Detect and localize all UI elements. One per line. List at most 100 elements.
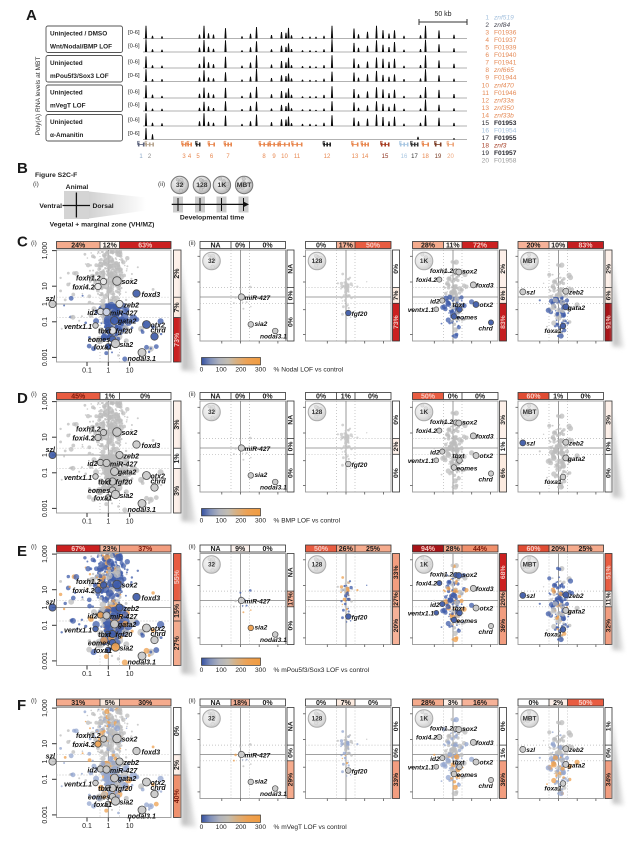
svg-text:0: 0 xyxy=(200,518,204,525)
svg-text:3%: 3% xyxy=(605,415,612,425)
svg-text:szl: szl xyxy=(46,600,56,607)
svg-text:sia2: sia2 xyxy=(255,321,268,328)
svg-text:zeb2: zeb2 xyxy=(568,289,584,296)
svg-text:foxi4.2: foxi4.2 xyxy=(416,735,437,742)
svg-text:2%: 2% xyxy=(393,442,400,452)
svg-text:[0-6]: [0-6] xyxy=(128,60,140,66)
svg-text:11: 11 xyxy=(294,154,301,160)
svg-text:eomes: eomes xyxy=(88,488,110,495)
svg-text:10: 10 xyxy=(42,282,49,290)
svg-text:32: 32 xyxy=(208,258,216,265)
svg-text:1: 1 xyxy=(42,453,49,457)
svg-text:10: 10 xyxy=(42,586,49,594)
svg-text:foxa1: foxa1 xyxy=(544,479,562,486)
svg-text:3: 3 xyxy=(182,154,186,160)
svg-text:foxi4.2: foxi4.2 xyxy=(72,742,94,749)
svg-text:16: 16 xyxy=(482,127,490,134)
svg-text:NA: NA xyxy=(287,721,294,731)
svg-text:nodal3.1: nodal3.1 xyxy=(128,814,157,821)
svg-text:37%: 37% xyxy=(138,546,153,553)
svg-text:tbxt: tbxt xyxy=(98,329,112,336)
svg-text:27%: 27% xyxy=(174,635,181,650)
svg-text:fgf20: fgf20 xyxy=(352,769,368,776)
svg-text:1K: 1K xyxy=(218,182,227,189)
svg-text:tbxt: tbxt xyxy=(452,759,465,766)
svg-text:F01941: F01941 xyxy=(494,60,517,67)
svg-text:gata2: gata2 xyxy=(117,319,136,326)
svg-text:1%: 1% xyxy=(105,393,116,400)
svg-text:nodal3.1: nodal3.1 xyxy=(260,637,287,644)
svg-text:40%: 40% xyxy=(174,788,181,803)
svg-text:gata2: gata2 xyxy=(567,305,586,312)
svg-text:foxd3: foxd3 xyxy=(142,443,161,450)
svg-text:5%: 5% xyxy=(105,700,116,707)
svg-text:id2: id2 xyxy=(430,298,440,305)
svg-text:0%: 0% xyxy=(140,393,151,400)
svg-text:16: 16 xyxy=(401,154,408,160)
svg-text:28%: 28% xyxy=(421,700,436,707)
svg-text:fgf20: fgf20 xyxy=(352,462,368,469)
svg-text:28%: 28% xyxy=(421,242,436,249)
svg-text:7: 7 xyxy=(226,154,230,160)
svg-text:36%: 36% xyxy=(500,619,507,633)
svg-text:12%: 12% xyxy=(103,242,118,249)
svg-text:foxh1.2: foxh1.2 xyxy=(76,733,101,740)
svg-text:nodal3.1: nodal3.1 xyxy=(260,334,287,341)
svg-text:Uninjected: Uninjected xyxy=(50,89,83,96)
svg-text:zeb2: zeb2 xyxy=(123,454,140,461)
svg-text:24%: 24% xyxy=(71,242,86,249)
svg-text:17%: 17% xyxy=(339,242,354,249)
svg-text:0.1: 0.1 xyxy=(82,671,92,678)
svg-text:nodal3.1: nodal3.1 xyxy=(128,660,157,667)
svg-text:128: 128 xyxy=(312,258,323,265)
svg-text:ventx1.1: ventx1.1 xyxy=(64,324,92,331)
svg-text:0%: 0% xyxy=(262,393,273,400)
svg-text:2%: 2% xyxy=(553,700,564,707)
svg-text:0.001: 0.001 xyxy=(42,652,49,670)
svg-text:0.1: 0.1 xyxy=(42,774,49,784)
svg-text:zeb2: zeb2 xyxy=(123,760,140,767)
svg-text:ventx1.1: ventx1.1 xyxy=(64,475,92,482)
svg-text:(i): (i) xyxy=(31,240,37,247)
svg-text:10: 10 xyxy=(126,519,134,526)
svg-text:nodal3.1: nodal3.1 xyxy=(128,356,157,363)
svg-text:1%: 1% xyxy=(553,393,564,400)
svg-text:MBT: MBT xyxy=(237,182,253,189)
svg-text:gata2: gata2 xyxy=(117,622,136,629)
svg-text:1,000: 1,000 xyxy=(42,545,49,563)
svg-text:otx2: otx2 xyxy=(480,759,494,766)
svg-text:50%: 50% xyxy=(578,700,593,707)
svg-text:(i): (i) xyxy=(31,544,37,551)
svg-text:11: 11 xyxy=(482,90,489,97)
svg-text:0%: 0% xyxy=(287,748,294,758)
svg-text:eomes: eomes xyxy=(88,795,110,802)
svg-text:id2: id2 xyxy=(87,310,97,317)
svg-text:chrd: chrd xyxy=(479,783,494,790)
svg-text:otx2: otx2 xyxy=(151,474,166,481)
svg-text:F01955: F01955 xyxy=(494,135,517,142)
svg-text:0%: 0% xyxy=(500,721,507,731)
svg-text:20: 20 xyxy=(447,154,454,160)
svg-text:zeb2: zeb2 xyxy=(123,303,140,310)
svg-text:% mVegT LOF vs control: % mVegT LOF vs control xyxy=(274,824,348,831)
svg-text:83%: 83% xyxy=(578,242,593,249)
svg-text:0%: 0% xyxy=(235,393,246,400)
svg-text:0%: 0% xyxy=(287,291,294,301)
svg-text:znf350: znf350 xyxy=(493,105,514,112)
svg-text:14: 14 xyxy=(482,112,490,119)
svg-text:0: 0 xyxy=(200,824,204,831)
svg-text:MBT: MBT xyxy=(523,716,537,723)
svg-text:4: 4 xyxy=(485,37,489,44)
svg-text:9: 9 xyxy=(272,154,276,160)
svg-text:F01957: F01957 xyxy=(494,150,517,157)
svg-text:18: 18 xyxy=(422,154,429,160)
svg-text:0%: 0% xyxy=(475,393,486,400)
svg-text:0%: 0% xyxy=(368,700,379,707)
svg-text:sia2: sia2 xyxy=(120,493,134,500)
svg-text:F01958: F01958 xyxy=(494,158,517,165)
svg-text:(i): (i) xyxy=(31,698,37,705)
svg-text:Vegetal + marginal zone (VH/MZ: Vegetal + marginal zone (VH/MZ) xyxy=(50,222,155,229)
svg-text:8: 8 xyxy=(485,67,489,74)
svg-text:(i): (i) xyxy=(33,181,39,188)
svg-text:sia2: sia2 xyxy=(120,342,134,349)
